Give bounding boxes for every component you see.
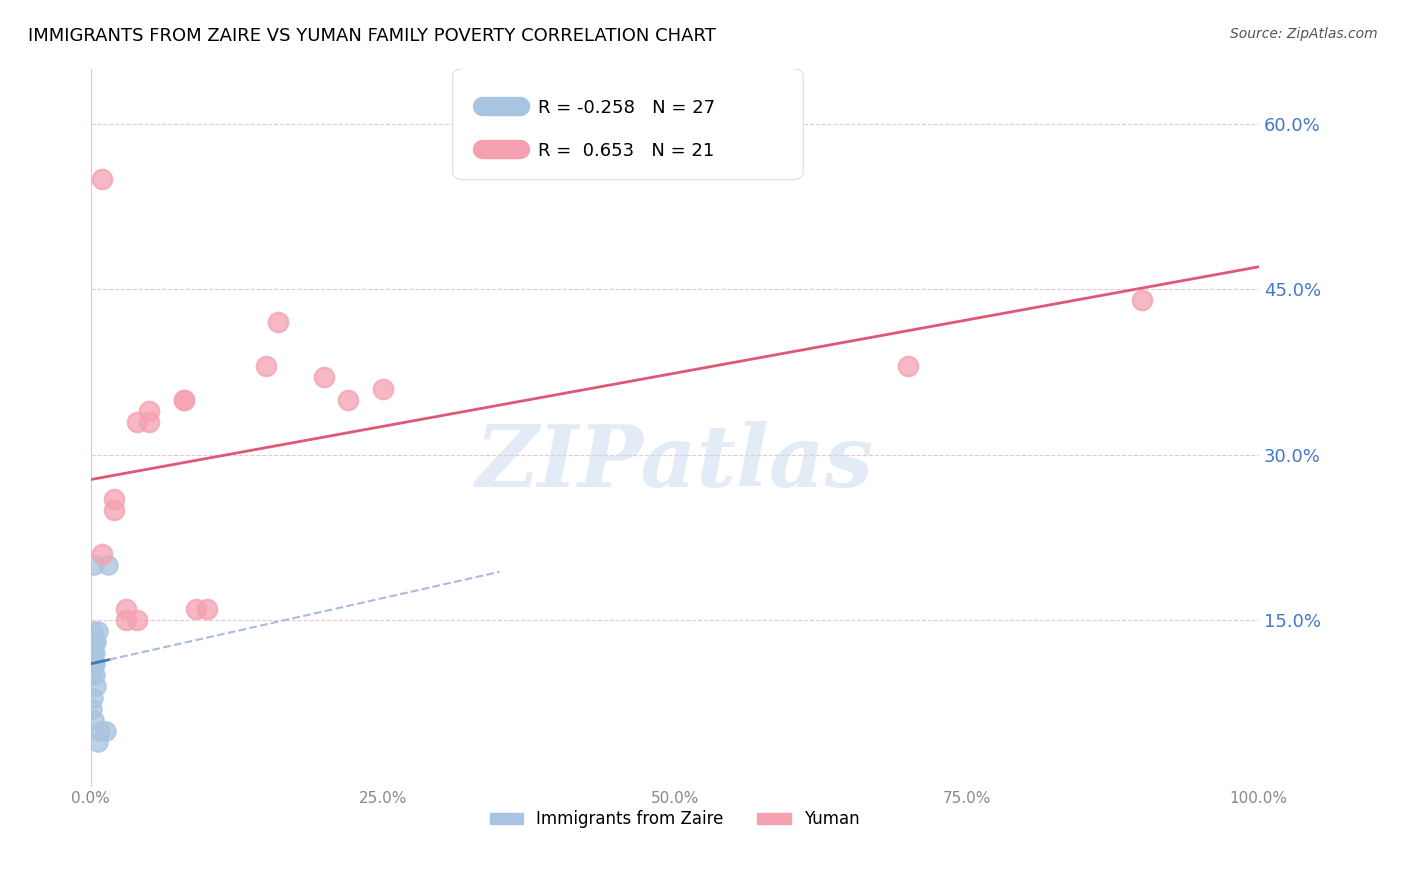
Point [127,415,149,429]
Point [80,646,103,660]
Point [86,734,108,748]
Point [82,646,104,660]
Point [103,503,125,517]
Text: R =  0.653   N = 21: R = 0.653 N = 21 [538,142,714,160]
Point [103,491,125,506]
Text: Source: ZipAtlas.com: Source: ZipAtlas.com [1230,27,1378,41]
Point [82,690,104,705]
Point [80,668,103,682]
Point [127,613,149,627]
Point [138,403,160,417]
Point [897,359,920,374]
Point [184,602,207,616]
Point [84,668,107,682]
Point [80,657,103,672]
Point [84,657,107,672]
Point [82,624,104,639]
Text: IMMIGRANTS FROM ZAIRE VS YUMAN FAMILY POVERTY CORRELATION CHART: IMMIGRANTS FROM ZAIRE VS YUMAN FAMILY PO… [28,27,716,45]
Point [197,602,219,616]
Point [89,723,111,738]
Point [114,613,136,627]
Point [371,382,394,396]
Point [83,713,105,727]
Point [83,657,105,672]
Point [173,392,195,407]
Point [336,392,359,407]
Point [266,315,288,329]
Point [84,646,107,660]
Text: ZIPatlas: ZIPatlas [475,421,873,505]
Point [86,635,108,649]
Point [82,646,104,660]
Point [83,635,105,649]
Point [86,680,108,694]
Point [82,646,104,660]
Point [83,657,105,672]
Point [97,558,120,573]
FancyBboxPatch shape [453,69,803,179]
Point [254,359,277,374]
Point [83,635,105,649]
Point [138,415,160,429]
Legend: Immigrants from Zaire, Yuman: Immigrants from Zaire, Yuman [484,804,866,835]
Text: R = -0.258   N = 27: R = -0.258 N = 27 [538,99,716,117]
Point [91,547,114,561]
Point [173,392,195,407]
Point [1130,293,1153,308]
Point [80,701,103,715]
Point [94,723,117,738]
Point [314,370,336,384]
Point [84,635,107,649]
Point [83,558,105,573]
Point [91,172,114,186]
Point [82,635,104,649]
Point [114,602,136,616]
Point [86,624,108,639]
